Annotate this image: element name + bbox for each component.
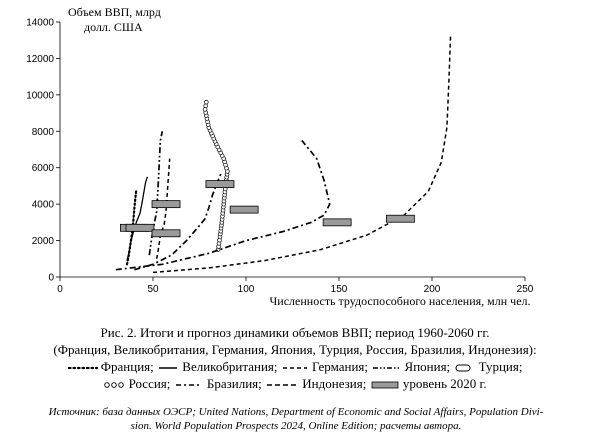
legend-dashdot-line-icon xyxy=(175,384,202,386)
caption-line-1: Рис. 2. Итоги и прогноз динамики объемов… xyxy=(100,325,490,340)
legend-label-france: Франция; xyxy=(100,359,154,374)
y-tick-label: 6000 xyxy=(32,163,55,174)
x-tick-label: 50 xyxy=(147,284,159,295)
legend-row-2: Россия; Бразилия; Индонезия; уровень 202… xyxy=(0,375,590,392)
series-7-marker-2020 xyxy=(322,218,352,227)
x-tick-label: 150 xyxy=(331,284,348,295)
legend-rounded-rect-icon xyxy=(455,364,471,372)
series-8-line xyxy=(152,34,452,274)
legend-dashdotdot-line-icon xyxy=(373,367,400,369)
series-6-marker-2020 xyxy=(229,205,259,214)
x-tick-label: 0 xyxy=(57,284,63,295)
y-tick-label: 0 xyxy=(48,273,54,284)
series-2-marker-2020 xyxy=(125,223,155,232)
series-6-points xyxy=(202,99,230,252)
series-8-marker-2020 xyxy=(385,214,415,223)
series-6-point xyxy=(204,99,209,105)
y-tick-label: 10000 xyxy=(26,90,54,101)
legend-label-uk: Великобритания; xyxy=(182,359,278,374)
x-tick-label: 200 xyxy=(424,284,441,295)
y-tick-label: 2000 xyxy=(32,236,55,247)
legend-label-indonesia: Индонезия; xyxy=(302,376,367,391)
y-tick-label: 14000 xyxy=(26,18,54,29)
legend-label-brazil: Бразилия; xyxy=(206,376,262,391)
legend-long-dash-line-icon xyxy=(267,384,298,386)
series-3-marker-2020 xyxy=(151,200,181,209)
legend-row-1: Франция; Великобритания; Германия; Япони… xyxy=(0,358,590,375)
legend-label-turkey: Турция; xyxy=(478,359,523,374)
source-line-1: Источник: база данных ОЭСР; United Natio… xyxy=(48,406,544,418)
series-6-point xyxy=(203,103,208,109)
x-tick-label: 250 xyxy=(517,284,534,295)
chart-title-line-2: долл. США xyxy=(84,20,143,34)
legend-label-japan: Япония; xyxy=(404,359,451,374)
x-axis-label: Численность трудоспособного населения, м… xyxy=(269,294,530,308)
chart-axes: 0 2000 4000 6000 8000 10000 12000 14000 0 50 100 15… xyxy=(26,18,534,296)
y-tick-label: 4000 xyxy=(32,200,55,211)
chart-2020-markers xyxy=(120,180,415,238)
series-7-line xyxy=(115,139,331,271)
legend-label-russia: Россия; xyxy=(128,376,171,391)
legend-dashed-line-icon xyxy=(282,367,307,369)
series-4-marker-2020 xyxy=(151,229,181,238)
series-3-line xyxy=(155,158,171,259)
legend-circles-icon xyxy=(104,382,125,388)
gdp-labor-chart: 0 2000 4000 6000 8000 10000 12000 14000 0 50 100 15… xyxy=(26,5,534,308)
legend-label-2020: уровень 2020 г. xyxy=(402,376,487,391)
series-2-line xyxy=(126,176,149,261)
series-6-point xyxy=(202,107,208,112)
legend-dotted-line-icon xyxy=(67,366,98,370)
source-line-2: sion. World Population Prospects 2024, O… xyxy=(130,420,462,432)
legend-label-germany: Германия; xyxy=(312,359,369,374)
legend-2020-bar-icon xyxy=(371,381,398,389)
chart-title-line-1: Объем ВВП, млрд xyxy=(68,5,161,19)
series-5-marker-2020 xyxy=(205,180,235,189)
legend-solid-line-icon xyxy=(159,367,178,369)
caption-line-2: (Франция, Великобритания, Германия, Япон… xyxy=(53,342,537,357)
y-tick-label: 8000 xyxy=(32,127,55,138)
y-tick-label: 12000 xyxy=(26,54,54,65)
x-tick-label: 100 xyxy=(238,284,255,295)
figure-source: Источник: база данных ОЭСР; United Natio… xyxy=(6,405,586,433)
figure-caption: Рис. 2. Итоги и прогноз динамики объемов… xyxy=(0,324,590,392)
